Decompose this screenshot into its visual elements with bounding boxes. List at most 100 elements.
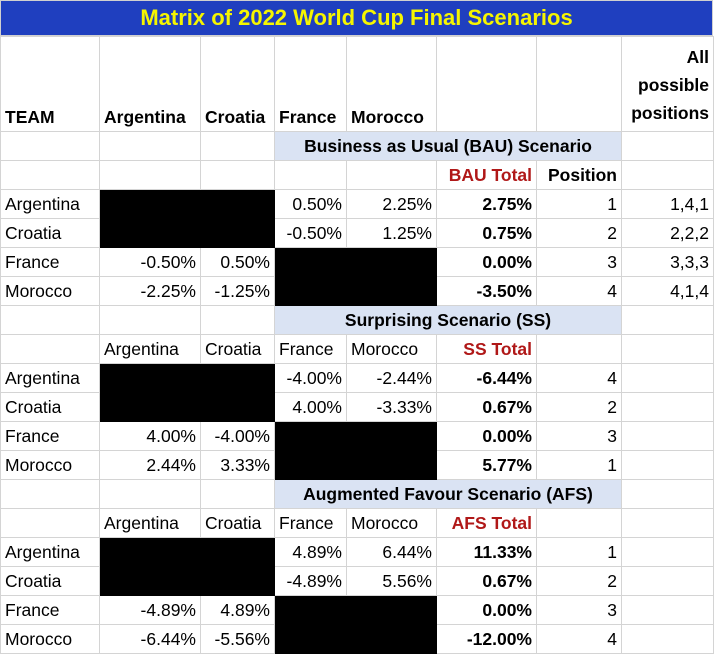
team-name[interactable]: Argentina bbox=[0, 537, 100, 567]
cell[interactable] bbox=[621, 566, 714, 596]
cell[interactable] bbox=[0, 305, 100, 335]
total-cell[interactable]: 2.75% bbox=[436, 189, 537, 219]
total-cell[interactable]: 0.67% bbox=[436, 566, 537, 596]
position-cell[interactable]: 1 bbox=[536, 450, 622, 480]
team-name[interactable]: Croatia bbox=[0, 218, 100, 248]
col-header-france[interactable]: France bbox=[274, 36, 347, 132]
total-cell[interactable]: 5.77% bbox=[436, 450, 537, 480]
value-cell[interactable]: -6.44% bbox=[99, 624, 201, 654]
blocked-cell[interactable] bbox=[346, 624, 437, 654]
afs-total-header[interactable]: AFS Total bbox=[436, 508, 537, 538]
team-name[interactable]: Croatia bbox=[0, 392, 100, 422]
all-positions-cell[interactable]: 4,1,4 bbox=[621, 276, 714, 306]
afs-scenario-label[interactable]: Augmented Favour Scenario (AFS) bbox=[274, 479, 622, 509]
cell[interactable] bbox=[621, 305, 714, 335]
value-cell[interactable]: 4.89% bbox=[274, 537, 347, 567]
team-name[interactable]: France bbox=[0, 421, 100, 451]
blocked-cell[interactable] bbox=[200, 189, 275, 219]
total-cell[interactable]: -12.00% bbox=[436, 624, 537, 654]
value-cell[interactable]: 2.44% bbox=[99, 450, 201, 480]
cell[interactable] bbox=[621, 537, 714, 567]
blocked-cell[interactable] bbox=[274, 595, 347, 625]
position-cell[interactable]: 1 bbox=[536, 537, 622, 567]
cell[interactable] bbox=[436, 36, 537, 132]
value-cell[interactable]: -2.25% bbox=[99, 276, 201, 306]
team-name[interactable]: Morocco bbox=[0, 450, 100, 480]
position-cell[interactable]: 1 bbox=[536, 189, 622, 219]
col-header-croatia[interactable]: Croatia bbox=[200, 334, 275, 364]
position-cell[interactable]: 3 bbox=[536, 595, 622, 625]
total-cell[interactable]: 0.00% bbox=[436, 247, 537, 277]
col-header-argentina[interactable]: Argentina bbox=[99, 36, 201, 132]
cell[interactable] bbox=[536, 334, 622, 364]
team-name[interactable]: Croatia bbox=[0, 566, 100, 596]
value-cell[interactable]: 4.00% bbox=[99, 421, 201, 451]
cell[interactable] bbox=[274, 160, 347, 190]
cell[interactable] bbox=[200, 131, 275, 161]
cell[interactable] bbox=[621, 131, 714, 161]
blocked-cell[interactable] bbox=[274, 624, 347, 654]
col-header-france[interactable]: France bbox=[274, 508, 347, 538]
team-name[interactable]: Morocco bbox=[0, 624, 100, 654]
team-name[interactable]: Argentina bbox=[0, 189, 100, 219]
total-cell[interactable]: -3.50% bbox=[436, 276, 537, 306]
total-cell[interactable]: -6.44% bbox=[436, 363, 537, 393]
col-header-argentina[interactable]: Argentina bbox=[99, 334, 201, 364]
value-cell[interactable]: -5.56% bbox=[200, 624, 275, 654]
total-cell[interactable]: 0.75% bbox=[436, 218, 537, 248]
blocked-cell[interactable] bbox=[99, 566, 201, 596]
position-cell[interactable]: 2 bbox=[536, 218, 622, 248]
value-cell[interactable]: -2.44% bbox=[346, 363, 437, 393]
team-name[interactable]: France bbox=[0, 595, 100, 625]
blocked-cell[interactable] bbox=[346, 276, 437, 306]
value-cell[interactable]: -4.00% bbox=[200, 421, 275, 451]
cell[interactable] bbox=[0, 479, 100, 509]
cell[interactable] bbox=[0, 508, 100, 538]
position-cell[interactable]: 2 bbox=[536, 392, 622, 422]
position-cell[interactable]: 4 bbox=[536, 276, 622, 306]
total-cell[interactable]: 11.33% bbox=[436, 537, 537, 567]
blocked-cell[interactable] bbox=[200, 392, 275, 422]
col-header-morocco[interactable]: Morocco bbox=[346, 508, 437, 538]
total-cell[interactable]: 0.00% bbox=[436, 421, 537, 451]
total-cell[interactable]: 0.00% bbox=[436, 595, 537, 625]
cell[interactable] bbox=[621, 334, 714, 364]
value-cell[interactable]: 1.25% bbox=[346, 218, 437, 248]
position-header[interactable]: Position bbox=[536, 160, 622, 190]
position-cell[interactable]: 4 bbox=[536, 624, 622, 654]
cell[interactable] bbox=[99, 131, 201, 161]
value-cell[interactable]: 6.44% bbox=[346, 537, 437, 567]
value-cell[interactable]: -4.89% bbox=[274, 566, 347, 596]
blocked-cell[interactable] bbox=[200, 566, 275, 596]
blocked-cell[interactable] bbox=[274, 450, 347, 480]
team-header[interactable]: TEAM bbox=[0, 36, 100, 132]
cell[interactable] bbox=[621, 624, 714, 654]
col-header-argentina[interactable]: Argentina bbox=[99, 508, 201, 538]
ss-total-header[interactable]: SS Total bbox=[436, 334, 537, 364]
cell[interactable] bbox=[536, 508, 622, 538]
value-cell[interactable]: 2.25% bbox=[346, 189, 437, 219]
team-name[interactable]: France bbox=[0, 247, 100, 277]
value-cell[interactable]: 0.50% bbox=[200, 247, 275, 277]
cell[interactable] bbox=[621, 508, 714, 538]
cell[interactable] bbox=[0, 334, 100, 364]
value-cell[interactable]: 0.50% bbox=[274, 189, 347, 219]
value-cell[interactable]: -3.33% bbox=[346, 392, 437, 422]
blocked-cell[interactable] bbox=[274, 247, 347, 277]
team-name[interactable]: Argentina bbox=[0, 363, 100, 393]
blocked-cell[interactable] bbox=[99, 363, 201, 393]
blocked-cell[interactable] bbox=[346, 421, 437, 451]
value-cell[interactable]: 4.89% bbox=[200, 595, 275, 625]
blocked-cell[interactable] bbox=[99, 537, 201, 567]
value-cell[interactable]: 4.00% bbox=[274, 392, 347, 422]
blocked-cell[interactable] bbox=[346, 595, 437, 625]
bau-scenario-label[interactable]: Business as Usual (BAU) Scenario bbox=[274, 131, 622, 161]
value-cell[interactable]: 3.33% bbox=[200, 450, 275, 480]
all-positions-cell[interactable]: 2,2,2 bbox=[621, 218, 714, 248]
cell[interactable] bbox=[536, 36, 622, 132]
col-header-morocco[interactable]: Morocco bbox=[346, 334, 437, 364]
cell[interactable] bbox=[0, 160, 100, 190]
sheet-title[interactable]: Matrix of 2022 World Cup Final Scenarios bbox=[0, 0, 713, 36]
col-header-morocco[interactable]: Morocco bbox=[346, 36, 437, 132]
value-cell[interactable]: -4.89% bbox=[99, 595, 201, 625]
